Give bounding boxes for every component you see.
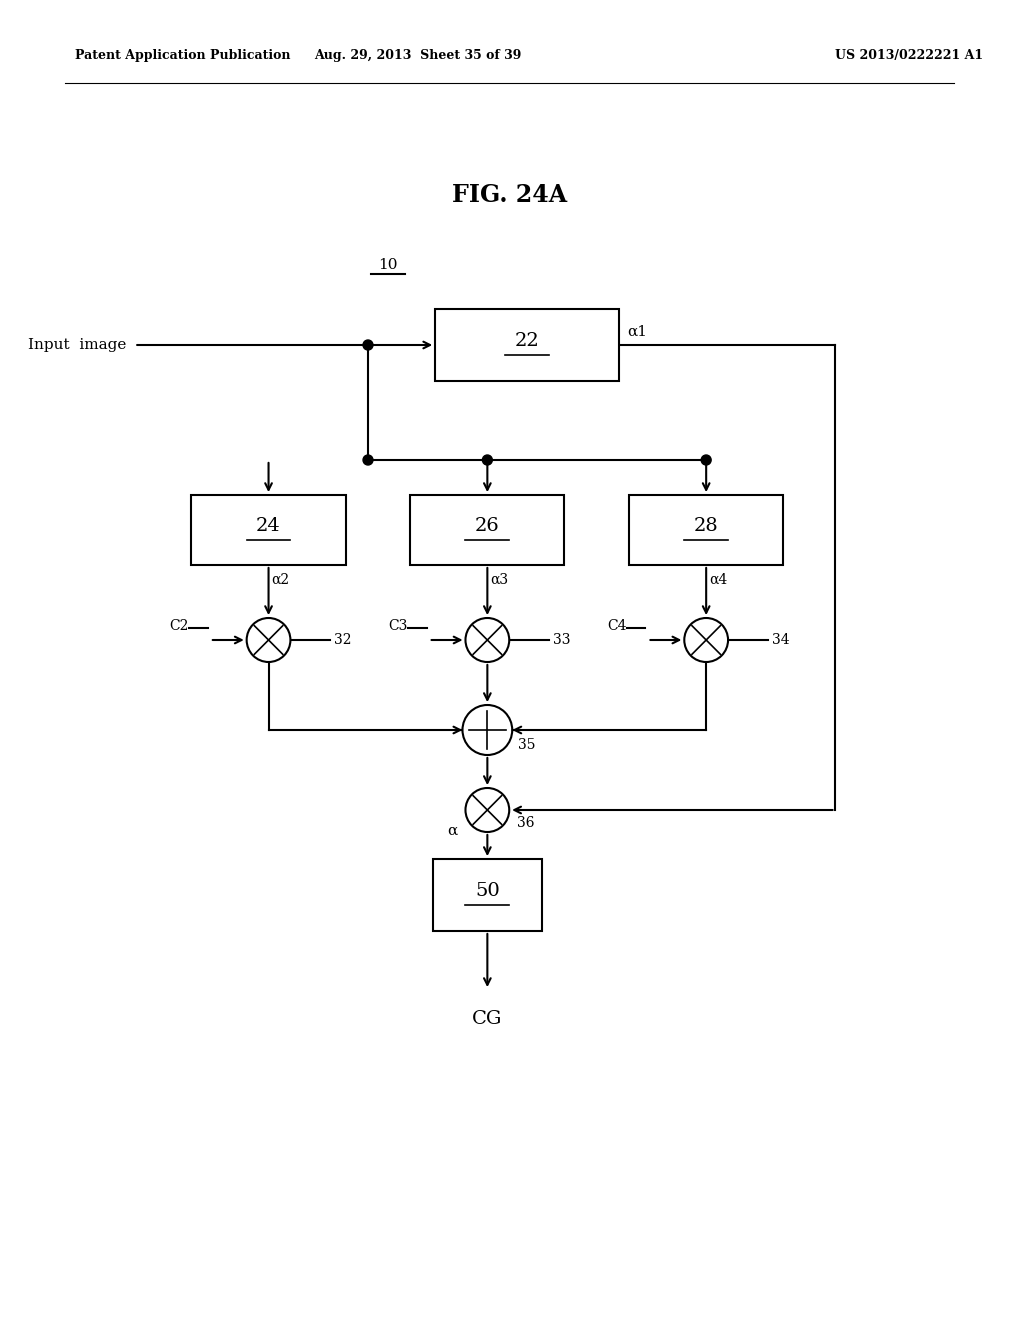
Text: α1: α1 bbox=[627, 325, 647, 339]
Text: Input  image: Input image bbox=[28, 338, 126, 352]
Text: α3: α3 bbox=[490, 573, 509, 587]
Bar bbox=[411, 495, 564, 565]
Bar bbox=[629, 495, 783, 565]
Text: 32: 32 bbox=[334, 634, 351, 647]
Text: 34: 34 bbox=[772, 634, 790, 647]
Circle shape bbox=[701, 455, 711, 465]
Text: C2: C2 bbox=[170, 619, 189, 634]
Text: 26: 26 bbox=[475, 517, 500, 535]
Circle shape bbox=[364, 341, 373, 350]
Text: C4: C4 bbox=[607, 619, 627, 634]
Text: 10: 10 bbox=[378, 257, 397, 272]
Text: 36: 36 bbox=[517, 816, 535, 830]
Text: US 2013/0222221 A1: US 2013/0222221 A1 bbox=[836, 49, 984, 62]
Circle shape bbox=[466, 618, 509, 663]
Text: FIG. 24A: FIG. 24A bbox=[452, 183, 567, 207]
Bar bbox=[433, 859, 542, 931]
Text: 50: 50 bbox=[475, 882, 500, 900]
Text: Aug. 29, 2013  Sheet 35 of 39: Aug. 29, 2013 Sheet 35 of 39 bbox=[314, 49, 521, 62]
Text: α4: α4 bbox=[710, 573, 727, 587]
Text: Patent Application Publication: Patent Application Publication bbox=[75, 49, 290, 62]
Circle shape bbox=[364, 455, 373, 465]
Bar bbox=[435, 309, 620, 381]
Text: 28: 28 bbox=[694, 517, 719, 535]
Text: 24: 24 bbox=[256, 517, 281, 535]
Text: 22: 22 bbox=[515, 333, 540, 350]
Text: 35: 35 bbox=[518, 738, 536, 752]
Circle shape bbox=[482, 455, 493, 465]
Bar bbox=[191, 495, 346, 565]
Text: C3: C3 bbox=[388, 619, 408, 634]
Text: CG: CG bbox=[472, 1010, 503, 1028]
Text: α2: α2 bbox=[271, 573, 290, 587]
Text: 33: 33 bbox=[553, 634, 570, 647]
Text: α: α bbox=[447, 824, 458, 838]
Circle shape bbox=[463, 705, 512, 755]
Circle shape bbox=[247, 618, 291, 663]
Circle shape bbox=[466, 788, 509, 832]
Circle shape bbox=[684, 618, 728, 663]
